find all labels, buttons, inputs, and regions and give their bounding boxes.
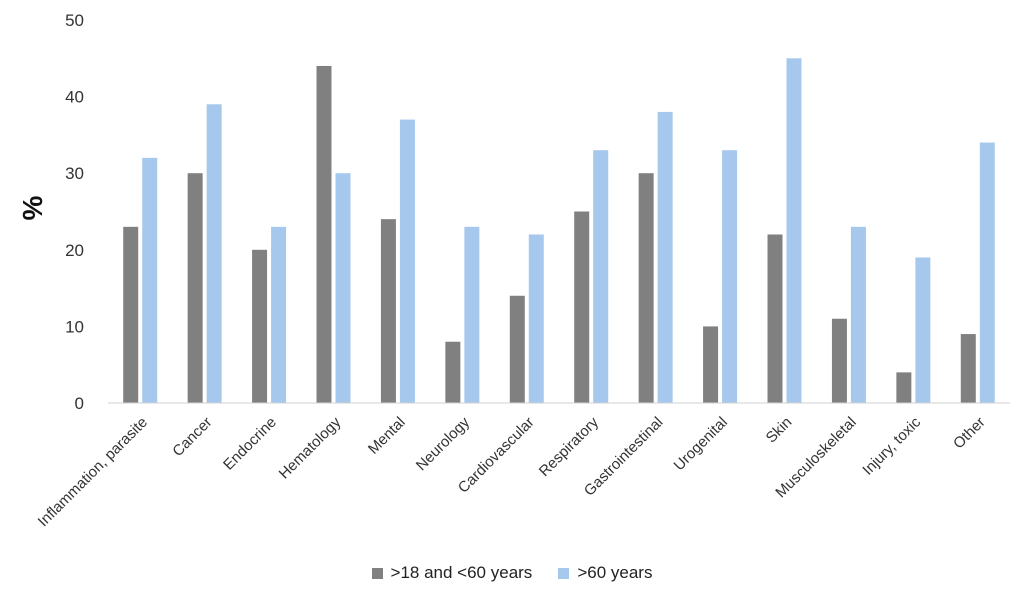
bar-senior bbox=[915, 257, 931, 403]
bar-adult bbox=[252, 249, 268, 403]
bar-adult bbox=[831, 318, 847, 403]
y-tick-labels: 0 10 20 30 40 50 bbox=[65, 11, 84, 413]
bar-adult bbox=[638, 173, 654, 403]
bar-senior bbox=[206, 104, 222, 403]
x-tick-label: Inflammation, parasite bbox=[35, 414, 151, 530]
y-tick-label: 50 bbox=[65, 11, 84, 30]
x-tick-label: Urogenital bbox=[671, 414, 731, 474]
legend-swatch-senior bbox=[558, 567, 570, 579]
bar-senior bbox=[657, 111, 673, 404]
bar-adult bbox=[896, 372, 912, 403]
y-tick-label: 20 bbox=[65, 241, 84, 260]
bar-senior bbox=[335, 173, 351, 403]
bar-senior bbox=[722, 150, 738, 403]
bar-adult bbox=[574, 211, 590, 403]
x-tick-label: Hematology bbox=[276, 413, 345, 482]
legend-item-senior: >60 years bbox=[558, 563, 652, 583]
y-tick-label: 40 bbox=[65, 88, 84, 107]
bar-senior bbox=[528, 234, 544, 403]
x-tick-label: Mental bbox=[365, 414, 409, 458]
x-tick-label: Other bbox=[950, 414, 989, 453]
bars-group bbox=[123, 58, 995, 404]
x-tick-label: Skin bbox=[763, 414, 796, 447]
bar-senior bbox=[142, 157, 158, 403]
bar-chart: % 0 10 20 30 40 50 Inflammation, parasite Canc… bbox=[17, 11, 1010, 530]
legend-swatch-adult bbox=[371, 567, 383, 579]
bar-adult bbox=[445, 341, 461, 403]
x-tick-label: Injury, toxic bbox=[859, 413, 924, 478]
bar-senior bbox=[979, 142, 995, 403]
x-tick-label: Respiratory bbox=[536, 413, 603, 480]
bar-senior bbox=[850, 226, 866, 403]
x-tick-label: Endocrine bbox=[220, 414, 280, 474]
y-axis-label: % bbox=[17, 195, 48, 220]
y-tick-label: 0 bbox=[75, 394, 84, 413]
bar-adult bbox=[767, 234, 783, 403]
bar-adult bbox=[509, 295, 525, 403]
bar-senior bbox=[593, 150, 609, 403]
bar-senior bbox=[786, 58, 802, 404]
bar-senior bbox=[464, 226, 480, 403]
bar-adult bbox=[187, 173, 203, 403]
bar-adult bbox=[960, 334, 976, 403]
bar-adult bbox=[380, 219, 396, 403]
x-tick-label: Neurology bbox=[413, 413, 474, 474]
y-tick-label: 30 bbox=[65, 164, 84, 183]
legend: >18 and <60 years >60 years bbox=[0, 563, 1024, 583]
bar-senior bbox=[271, 226, 287, 403]
bar-adult bbox=[703, 326, 719, 403]
bar-adult bbox=[123, 226, 139, 403]
legend-label-senior: >60 years bbox=[577, 563, 653, 582]
y-tick-label: 10 bbox=[65, 317, 84, 336]
bar-adult bbox=[316, 65, 332, 404]
legend-label-adult: >18 and <60 years bbox=[390, 563, 533, 582]
legend-item-adult: >18 and <60 years bbox=[371, 563, 533, 583]
bar-senior bbox=[399, 119, 415, 403]
x-tick-labels: Inflammation, parasite Cancer EndocrineHem… bbox=[35, 413, 989, 530]
x-tick-label: Cancer bbox=[169, 414, 215, 460]
